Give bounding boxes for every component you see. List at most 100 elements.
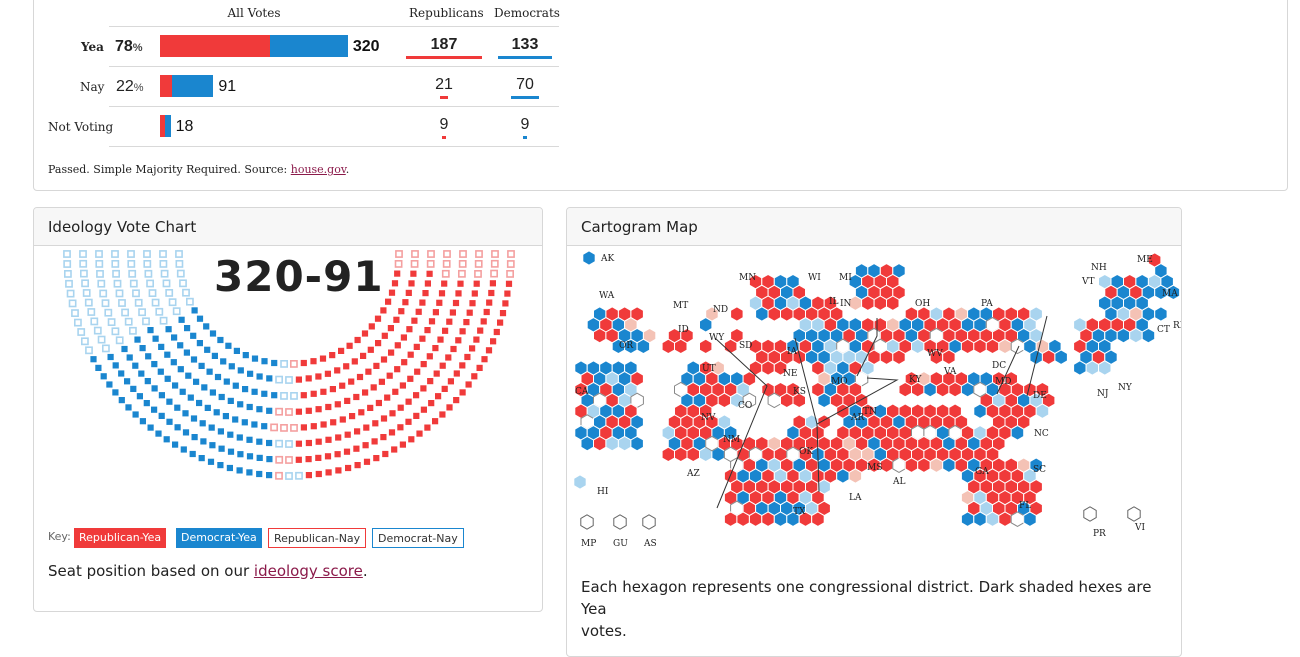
seat-ry (367, 404, 374, 411)
seat-nvd (290, 392, 298, 400)
state-label-in: IN (840, 299, 852, 309)
district-hex (998, 338, 1012, 355)
seat-ry (422, 290, 429, 297)
district-hex (1166, 284, 1181, 301)
district-hex (773, 360, 788, 376)
seat-nvr (275, 455, 284, 464)
seat-dy (139, 418, 146, 425)
seat-ry (305, 439, 312, 447)
seat-dy (251, 355, 259, 362)
district-hex (1035, 403, 1050, 419)
seat-ry (362, 442, 369, 449)
seat-dy (95, 364, 102, 371)
district-hex (861, 295, 875, 311)
seat-dn (111, 250, 119, 258)
state-label-wi: WI (808, 273, 821, 283)
seat-ry (455, 290, 462, 297)
seat-dy (124, 378, 131, 385)
district-hex (836, 468, 850, 484)
seat-dy (180, 446, 187, 453)
district-hex (1023, 403, 1037, 419)
district-hex (1098, 360, 1112, 376)
seat-ry (439, 411, 446, 418)
seat-ry (504, 290, 511, 297)
district-hex (573, 474, 587, 490)
state-label-wy: WY (709, 333, 725, 343)
nay-democrats-count: 70 (516, 76, 534, 93)
seat-ry (469, 300, 476, 307)
seat-ry (334, 451, 341, 458)
seat-dy (214, 373, 222, 381)
seat-ry (380, 356, 388, 363)
seat-ry (424, 327, 431, 334)
seat-dy (118, 397, 125, 404)
district-hex (630, 435, 644, 452)
seat-dy (237, 367, 244, 374)
ideology-score-link[interactable]: ideology score (253, 562, 363, 580)
seat-ry (374, 315, 382, 322)
state-label-ma: MA (1162, 289, 1178, 299)
seat-ry (394, 270, 401, 277)
seat-dy (209, 442, 216, 449)
nay-republicans-count: 21 (435, 76, 453, 93)
seat-dn (155, 307, 164, 316)
seat-dy (157, 368, 164, 375)
district-hex (767, 306, 781, 322)
seat-ry (464, 353, 471, 361)
seat-dn (129, 279, 138, 288)
state-label-ia: IA (787, 347, 798, 357)
state-label-mp: MP (581, 539, 596, 549)
seat-ry (473, 280, 480, 287)
seat-dy (209, 330, 217, 337)
row-label-not-voting: Not Voting (48, 120, 114, 134)
seat-dy (132, 411, 139, 418)
district-hex (761, 511, 775, 527)
seat-dy (182, 429, 190, 436)
district-hex (985, 511, 1000, 527)
source-note: Passed. Simple Majority Required. Source… (48, 163, 350, 176)
source-link[interactable]: house.gov (290, 163, 346, 176)
seat-ry (346, 342, 353, 349)
seat-dy (126, 354, 133, 361)
seat-ry (457, 280, 464, 287)
row-divider (109, 106, 559, 107)
district-hex (998, 425, 1012, 441)
seat-dy (187, 394, 194, 401)
seat-ry (447, 378, 454, 385)
district-hex (1154, 263, 1168, 279)
seat-ry (489, 280, 496, 287)
seat-nvd (280, 360, 288, 368)
seat-ry (354, 462, 361, 469)
district-hex (836, 360, 850, 376)
seat-dn (172, 307, 181, 316)
seat-dy (204, 404, 211, 411)
seat-ry (354, 336, 361, 344)
district-hex (1010, 425, 1025, 441)
seat-ry (335, 434, 342, 441)
seat-dy (271, 359, 278, 367)
seat-dy (256, 438, 263, 445)
seat-ry (407, 375, 414, 382)
district-hex (593, 327, 607, 344)
state-label-ok: OK (799, 447, 813, 457)
district-hex (723, 338, 738, 355)
district-hex (636, 338, 651, 355)
seat-dn (102, 344, 110, 353)
state-label-ct: CT (1157, 325, 1170, 335)
seat-ry (401, 359, 408, 366)
seat-dy (251, 388, 258, 395)
district-hex (705, 435, 719, 452)
seat-ry (432, 418, 439, 425)
nay-democrats-underline (510, 96, 540, 99)
nay-republican-bar (160, 75, 173, 97)
seat-ry (400, 334, 407, 341)
seat-dy (266, 439, 273, 447)
key-republican-yea: Republican-Yea (74, 528, 167, 548)
seat-dn (101, 299, 110, 308)
district-hex (973, 403, 987, 419)
seat-dy (213, 409, 220, 416)
seat-dn (97, 335, 106, 344)
seat-dn (168, 298, 177, 307)
seat-ry (453, 370, 460, 377)
seat-ry (315, 470, 322, 478)
